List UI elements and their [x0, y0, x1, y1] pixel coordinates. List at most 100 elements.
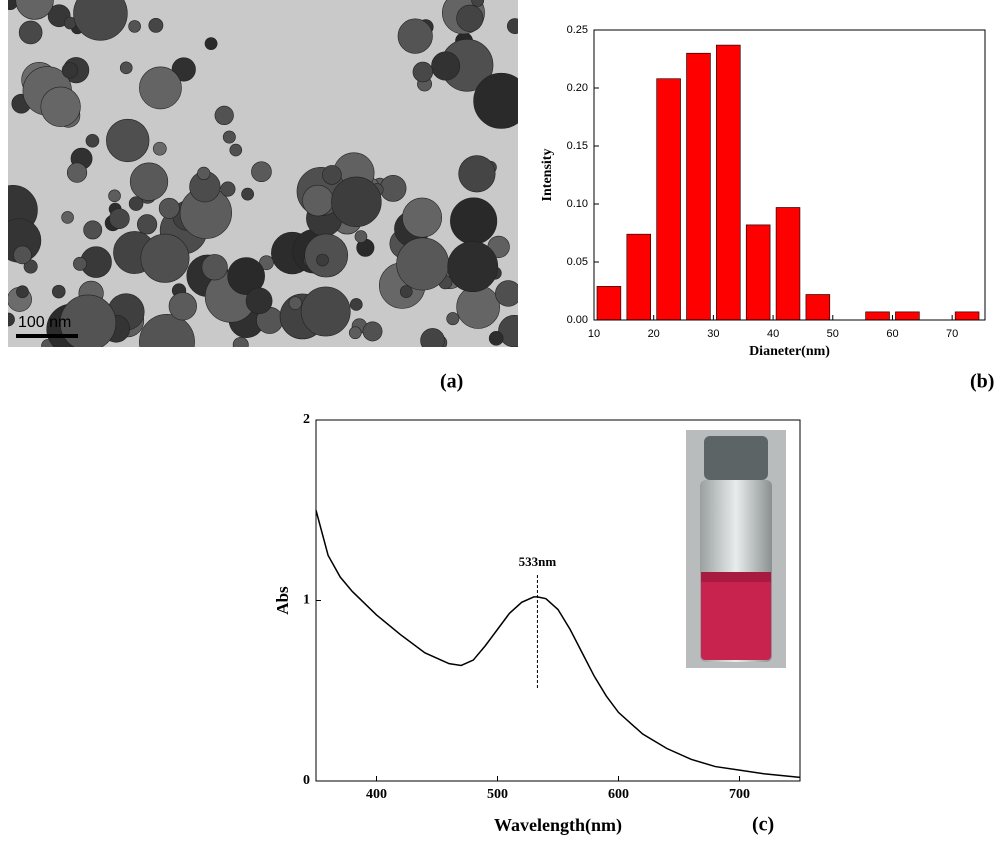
x-axis-label: Wavelength(nm) [494, 815, 622, 836]
plot-frame [315, 419, 801, 782]
particle [354, 230, 368, 243]
annotation: 533nm [519, 554, 557, 569]
particle [488, 331, 504, 346]
bar [686, 52, 711, 321]
particle [412, 61, 434, 83]
y-axis-label: Intensity [540, 149, 555, 202]
particle [139, 314, 195, 347]
particle [232, 336, 249, 347]
particle [447, 241, 499, 293]
bar [954, 311, 980, 321]
bar [895, 311, 920, 321]
y-tick-label: 0.20 [567, 82, 588, 94]
line [315, 510, 801, 779]
y-tick-label: 0.15 [567, 140, 588, 152]
particle [288, 296, 303, 310]
particle [420, 328, 445, 347]
particle [128, 20, 141, 33]
particle [222, 130, 236, 144]
particle [322, 165, 342, 185]
y-tick-label: 2 [303, 412, 310, 427]
particle [139, 66, 182, 110]
x-tick-label: 70 [946, 328, 958, 340]
particle [220, 181, 236, 197]
particle [300, 286, 351, 337]
bar [626, 233, 652, 321]
particle [66, 162, 88, 183]
particle [59, 294, 117, 347]
particle [23, 259, 38, 274]
y-tick-label: 0 [303, 773, 310, 788]
y-axis-label: Abs [273, 586, 292, 615]
particle [129, 162, 169, 201]
particle [498, 314, 518, 347]
bar [596, 286, 622, 321]
x-tick-label: 10 [588, 328, 600, 340]
bar [716, 44, 741, 321]
x-axis-label: Dianeter(nm) [749, 344, 830, 359]
particle [349, 298, 363, 311]
particle [168, 292, 197, 321]
bar [865, 311, 890, 321]
particle [85, 133, 100, 148]
y-tick-label: 0.00 [567, 314, 588, 326]
scale-bar-label: 100 nm [18, 314, 71, 331]
particle [495, 280, 518, 307]
vial-cap [704, 436, 768, 480]
particle [158, 197, 180, 219]
x-tick-label: 600 [608, 787, 629, 802]
particle [473, 72, 518, 129]
particle [229, 143, 243, 157]
x-tick-label: 60 [886, 328, 898, 340]
x-tick-label: 50 [827, 328, 839, 340]
bar [805, 294, 831, 321]
x-tick-label: 700 [729, 787, 750, 802]
particle [204, 37, 218, 50]
particle [302, 184, 334, 217]
particle [331, 176, 382, 228]
particle [73, 256, 87, 271]
scale-bar [16, 334, 78, 338]
particle [148, 17, 164, 33]
vial-photo [686, 430, 786, 668]
particle [171, 57, 196, 82]
y-tick-label: 0.25 [567, 24, 588, 36]
particle [348, 326, 362, 340]
particle [259, 255, 274, 271]
y-tick-label: 0.05 [567, 256, 588, 268]
particle [8, 312, 15, 327]
particle [316, 253, 329, 267]
particle [379, 175, 407, 202]
particle [402, 197, 443, 238]
particle [119, 61, 133, 75]
particle [83, 220, 103, 240]
particle [456, 4, 484, 32]
particle [241, 187, 254, 201]
bar [745, 224, 771, 321]
particle [108, 189, 121, 203]
particle [456, 285, 500, 329]
particle [18, 20, 43, 45]
x-tick-label: 500 [487, 787, 508, 802]
particle [140, 233, 190, 283]
particle [397, 18, 433, 54]
vial-meniscus [701, 572, 771, 582]
x-tick-label: 400 [366, 787, 387, 802]
particle [15, 0, 54, 20]
particle [128, 196, 144, 211]
x-tick-label: 30 [707, 328, 719, 340]
y-tick-label: 1 [303, 593, 310, 608]
particle [396, 237, 450, 291]
vial-liquid [701, 572, 771, 660]
particle [152, 141, 167, 156]
particle [227, 257, 265, 295]
particle [73, 0, 128, 41]
particle [197, 166, 211, 181]
particle [245, 287, 273, 315]
panel-label: (a) [440, 371, 463, 393]
particle [446, 312, 460, 326]
particle [40, 86, 81, 127]
particle [251, 161, 272, 183]
particle [52, 284, 66, 299]
